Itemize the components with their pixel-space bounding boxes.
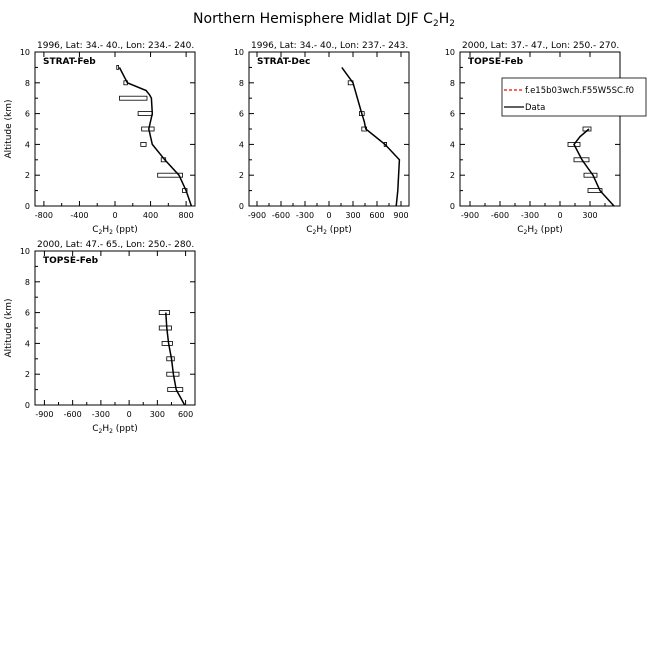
y-tick-label: 0 <box>239 202 244 211</box>
y-tick-label: 8 <box>25 79 30 88</box>
chart-panel-2: 1996, Lat: 34.- 40., Lon: 237.- 243. STRA… <box>234 41 410 236</box>
legend-label: f.e15b03wch.F55W5SC.f0 <box>525 86 634 96</box>
x-tick-label: 300 <box>150 410 165 419</box>
errorbar-group <box>158 310 184 393</box>
y-tick-label: 10 <box>445 48 455 57</box>
y-tick-label: 10 <box>20 48 30 57</box>
campaign-label: STRAT-Feb <box>43 57 96 67</box>
legend: f.e15b03wch.F55W5SC.f0 Data <box>501 77 647 117</box>
errorbar-box <box>583 172 598 178</box>
legend-box <box>501 77 647 117</box>
y-tick-label: 6 <box>25 309 30 318</box>
y-tick-label: 4 <box>450 140 455 149</box>
y-tick-label: 4 <box>25 140 30 149</box>
x-tick-label: -900 <box>35 410 53 419</box>
plot-frame <box>248 51 410 207</box>
x-tick-label: -900 <box>461 211 479 220</box>
y-tick-label: 10 <box>20 247 30 256</box>
y-tick-label: 2 <box>450 171 455 180</box>
errorbar-box <box>158 325 172 331</box>
campaign-label: TOPSE-Feb <box>468 57 524 67</box>
y-tick-label: 8 <box>239 79 244 88</box>
x-tick-label: -600 <box>272 211 290 220</box>
series-line-data <box>573 128 615 206</box>
errorbar-box <box>567 141 581 147</box>
errorbar-box <box>158 310 170 316</box>
chart-panel-3: 2000, Lat: 37.- 47., Lon: 250.- 270. TOPS… <box>445 41 647 236</box>
x-axis-label: C2H2 (ppt) <box>517 225 563 236</box>
chart-panel-4: 2000, Lat: 47.- 65., Lon: 250.- 280. TOPS… <box>4 240 196 435</box>
y-tick-label: 2 <box>25 370 30 379</box>
errorbar-box <box>137 111 153 116</box>
campaign-label: STRAT-Dec <box>257 57 310 67</box>
x-tick-label: 400 <box>143 211 158 220</box>
x-tick-label: -300 <box>296 211 314 220</box>
x-tick-label: 300 <box>582 211 597 220</box>
y-tick-label: 8 <box>450 79 455 88</box>
y-tick-label: 0 <box>25 401 30 410</box>
panel-header: 1996, Lat: 34.- 40., Lon: 237.- 243. <box>251 41 408 51</box>
series-line-data <box>118 67 193 206</box>
legend-label: Data <box>525 103 545 113</box>
x-tick-label: 0 <box>326 211 331 220</box>
panel-header: 1996, Lat: 34.- 40., Lon: 234.- 240. <box>37 41 194 51</box>
chart-panel-1: 1996, Lat: 34.- 40., Lon: 234.- 240. STRA… <box>4 41 196 236</box>
series-line-data <box>165 312 186 405</box>
y-tick-label: 6 <box>450 110 455 119</box>
plot-frame <box>34 51 196 207</box>
y-tick-label: 4 <box>239 140 244 149</box>
x-axis-label: C2H2 (ppt) <box>306 225 352 236</box>
x-tick-label: -600 <box>64 410 82 419</box>
y-axis-label: Altitude (km) <box>4 298 14 357</box>
x-tick-label: -400 <box>70 211 88 220</box>
errorbar-group <box>347 80 388 147</box>
x-tick-label: 0 <box>557 211 562 220</box>
panel-header: 2000, Lat: 47.- 65., Lon: 250.- 280. <box>37 240 194 250</box>
x-axis-label: C2H2 (ppt) <box>92 424 138 435</box>
series-line-data <box>341 66 401 206</box>
x-tick-label: -600 <box>491 211 509 220</box>
x-tick-label: 300 <box>345 211 360 220</box>
plot-frame <box>34 250 196 406</box>
x-tick-label: -900 <box>248 211 266 220</box>
errorbar-box <box>119 95 148 101</box>
y-tick-label: 6 <box>239 110 244 119</box>
y-tick-label: 2 <box>25 171 30 180</box>
panel-header: 2000, Lat: 37.- 47., Lon: 250.- 270. <box>462 41 619 51</box>
errorbar-box <box>587 188 603 194</box>
errorbar-box <box>140 141 147 147</box>
x-axis-label: C2H2 (ppt) <box>92 225 138 236</box>
y-axis-label: Altitude (km) <box>4 99 14 158</box>
x-tick-label: -800 <box>35 211 53 220</box>
campaign-label: TOPSE-Feb <box>43 256 99 266</box>
figure-title: Northern Hemisphere Midlat DJF C2H2 <box>193 11 455 29</box>
errorbar-box <box>157 172 183 178</box>
x-tick-label: -300 <box>92 410 110 419</box>
y-tick-label: 0 <box>25 202 30 211</box>
y-tick-label: 6 <box>25 110 30 119</box>
errorbar-box <box>141 126 155 132</box>
x-tick-label: 900 <box>393 211 408 220</box>
x-tick-label: 600 <box>178 410 193 419</box>
y-tick-label: 8 <box>25 278 30 287</box>
x-tick-label: 600 <box>369 211 384 220</box>
y-tick-label: 4 <box>25 339 30 348</box>
y-tick-label: 0 <box>450 202 455 211</box>
errorbar-box <box>161 340 173 346</box>
x-tick-label: 0 <box>127 410 132 419</box>
x-tick-label: -300 <box>521 211 539 220</box>
y-tick-label: 10 <box>234 48 244 57</box>
x-tick-label: 800 <box>178 211 193 220</box>
y-tick-label: 2 <box>239 171 244 180</box>
errorbar-box <box>116 65 119 70</box>
x-tick-label: 0 <box>112 211 117 220</box>
